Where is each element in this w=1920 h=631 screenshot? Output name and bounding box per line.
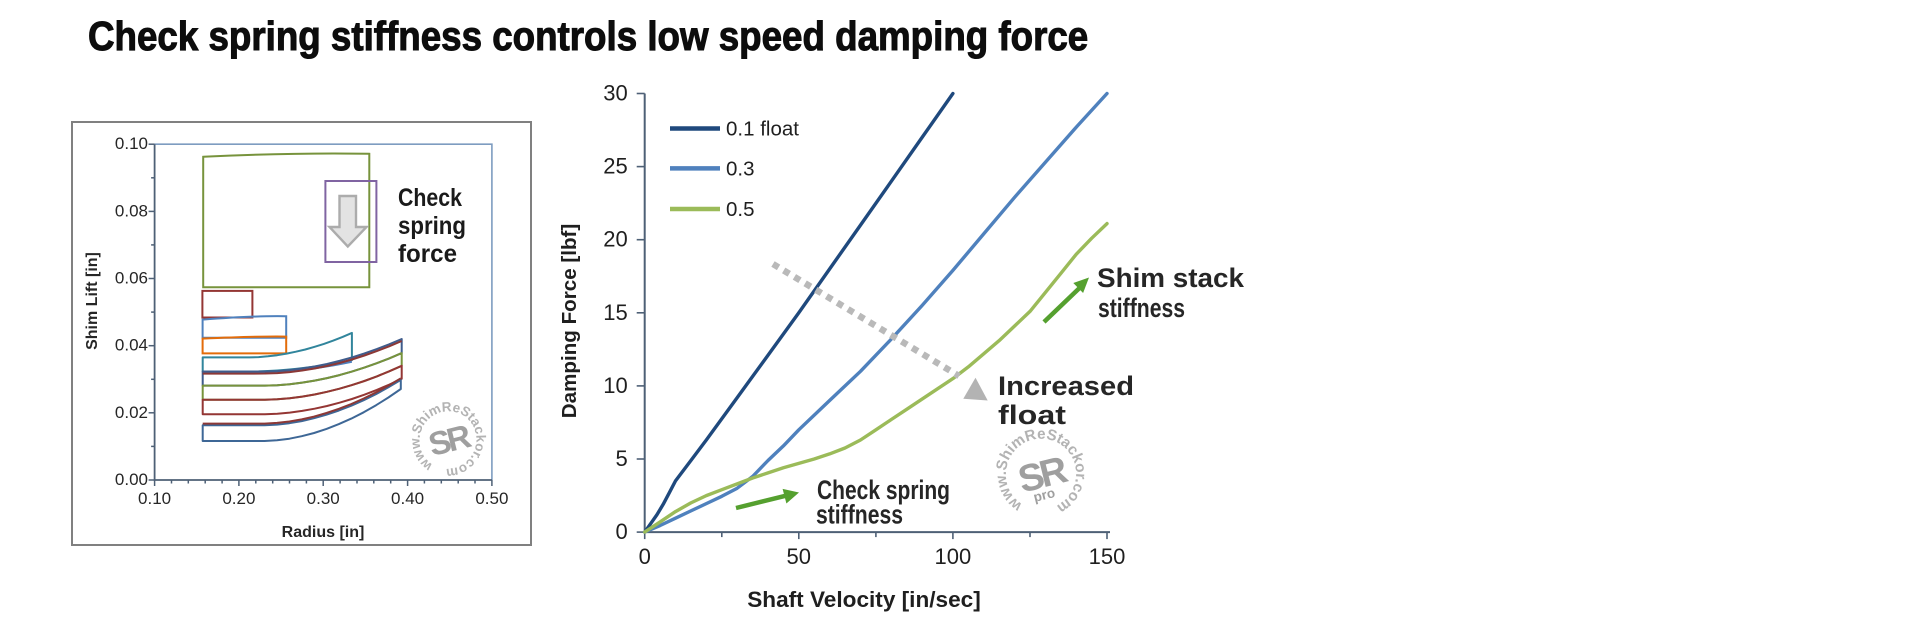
- svg-text:Shim stack: Shim stack: [1097, 263, 1245, 293]
- svg-text:stiffness: stiffness: [1098, 293, 1185, 323]
- svg-text:15: 15: [603, 300, 627, 325]
- svg-text:Check spring: Check spring: [817, 475, 950, 505]
- svg-text:pro: pro: [1032, 485, 1057, 505]
- svg-text:Increased: Increased: [998, 371, 1134, 401]
- svg-text:0: 0: [615, 519, 627, 544]
- svg-text:float: float: [998, 400, 1066, 430]
- svg-text:0.20: 0.20: [222, 489, 255, 508]
- svg-text:30: 30: [603, 81, 627, 106]
- svg-text:0.5: 0.5: [726, 198, 755, 221]
- svg-text:0.50: 0.50: [475, 489, 508, 508]
- svg-text:Damping Force [lbf]: Damping Force [lbf]: [558, 224, 581, 419]
- svg-text:0.08: 0.08: [115, 201, 148, 220]
- svg-text:5: 5: [615, 446, 627, 471]
- svg-text:0.00: 0.00: [115, 470, 148, 489]
- svg-text:0: 0: [639, 544, 651, 569]
- svg-text:0.10: 0.10: [138, 489, 171, 508]
- svg-text:Shaft Velocity [in/sec]: Shaft Velocity [in/sec]: [747, 587, 981, 612]
- svg-text:force: force: [398, 240, 457, 268]
- svg-text:0.3: 0.3: [726, 158, 755, 181]
- svg-text:0.30: 0.30: [307, 489, 340, 508]
- svg-text:10: 10: [603, 373, 627, 398]
- svg-text:100: 100: [935, 544, 972, 569]
- svg-text:0.40: 0.40: [391, 489, 424, 508]
- svg-text:0.04: 0.04: [115, 336, 148, 355]
- svg-text:0.02: 0.02: [115, 403, 148, 422]
- svg-text:20: 20: [603, 227, 627, 252]
- svg-text:0.1 float: 0.1 float: [726, 118, 799, 141]
- svg-text:Shim Lift [in]: Shim Lift [in]: [84, 252, 101, 350]
- svg-text:150: 150: [1089, 544, 1126, 569]
- svg-text:25: 25: [603, 154, 627, 179]
- svg-text:0.06: 0.06: [115, 269, 148, 288]
- svg-text:Radius [in]: Radius [in]: [282, 524, 365, 541]
- svg-text:50: 50: [787, 544, 811, 569]
- svg-text:Check: Check: [398, 184, 462, 212]
- svg-text:stiffness: stiffness: [816, 500, 903, 530]
- svg-text:0.10: 0.10: [115, 134, 148, 153]
- svg-text:spring: spring: [398, 212, 466, 240]
